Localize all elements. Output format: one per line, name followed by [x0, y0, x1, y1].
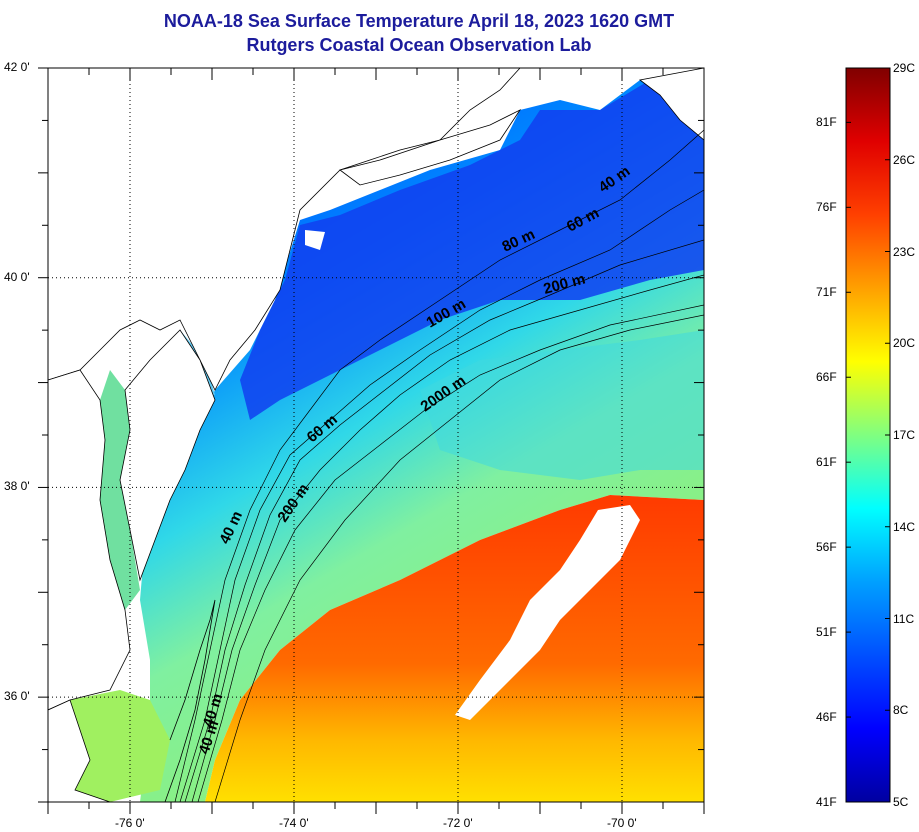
isobath-40m [174, 129, 704, 802]
sst-imagery [48, 68, 704, 802]
colorbar-scale [845, 67, 891, 803]
celsius-label: 29C [893, 61, 916, 75]
fahrenheit-label: 61F [816, 455, 837, 470]
isobath-200m [197, 304, 704, 802]
celsius-label: 8C [893, 703, 909, 718]
celsius-label: 20C [893, 336, 916, 351]
celsius-label: 26C [893, 152, 916, 167]
land-delmarva [119, 329, 216, 582]
celsius-label: 14C [893, 519, 916, 534]
axis-ticks [38, 67, 705, 814]
bathymetry-contours [174, 129, 704, 802]
isobath-100m [191, 274, 704, 802]
pamlico-sound [70, 690, 170, 802]
fahrenheit-label: 51F [816, 625, 837, 640]
cold-shelf-water [240, 68, 704, 420]
fahrenheit-label: 56F [816, 540, 837, 555]
celsius-label: 5C [893, 795, 909, 809]
land-long-island [339, 108, 522, 186]
fahrenheit-label: 41F [816, 795, 837, 809]
map-subtitle: Rutgers Coastal Ocean Observation Lab [246, 35, 592, 55]
fahrenheit-label: 81F [816, 115, 837, 130]
isobath-2000m [214, 314, 704, 802]
cloud-mask [305, 230, 325, 250]
outer-banks [164, 599, 216, 802]
map-title: NOAA-18 Sea Surface Temperature April 18… [163, 11, 675, 31]
isobath-80m [184, 239, 704, 802]
celsius-label: 11C [893, 611, 915, 626]
fahrenheit-label: 76F [816, 200, 837, 215]
colorbar [845, 67, 891, 803]
eddy-region [420, 330, 704, 480]
fahrenheit-label: 66F [816, 370, 837, 385]
lon-tick-label: -74 0' [279, 816, 309, 830]
lat-tick-label: 42 0' [4, 60, 30, 74]
lat-tick-label: 36 0' [4, 689, 30, 704]
lon-tick-label: -72 0' [443, 816, 473, 830]
fahrenheit-label: 46F [816, 710, 837, 725]
isobath-60m [179, 189, 704, 802]
cloud-mask [455, 505, 640, 720]
fahrenheit-label: 71F [816, 285, 837, 300]
lat-tick-label: 38 0' [4, 479, 30, 494]
land-cape-cod [639, 68, 704, 141]
colorbar-ticks [846, 67, 890, 803]
celsius-label: 17C [893, 428, 916, 442]
lon-tick-label: -70 0' [607, 816, 637, 830]
lat-tick-label: 40 0' [4, 269, 30, 284]
land-north [48, 68, 521, 391]
land-carolina [48, 699, 111, 802]
lon-tick-label: -76 0' [115, 816, 145, 830]
celsius-label: 23C [893, 244, 916, 259]
